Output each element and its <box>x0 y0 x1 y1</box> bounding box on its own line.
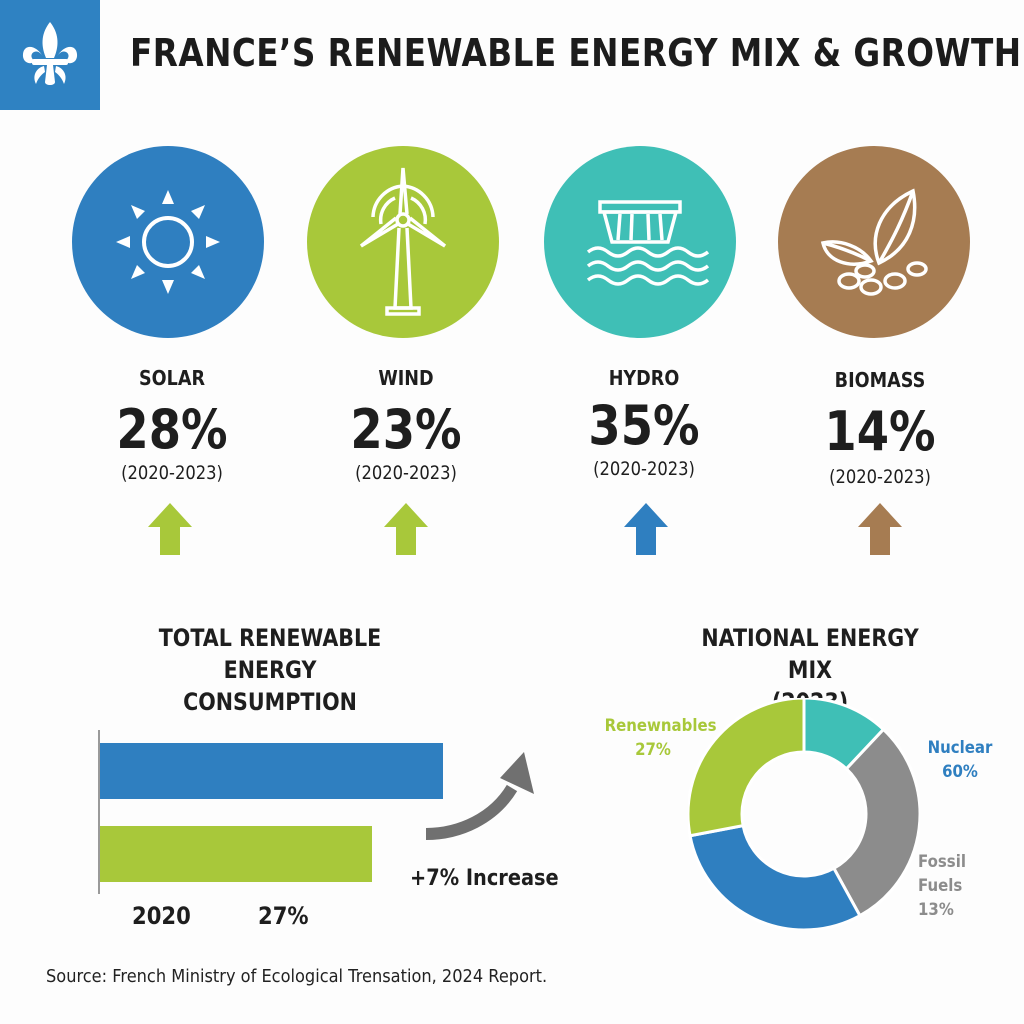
wind-label: WIND <box>378 366 434 390</box>
percent-label: 27% <box>258 902 309 930</box>
hydro-dam-icon <box>586 200 710 286</box>
hydro-value: 35% <box>588 394 700 457</box>
hydro-circle <box>544 146 736 338</box>
wind-value: 23% <box>350 398 462 461</box>
wind-up-arrow-icon <box>384 503 428 555</box>
donut-slice-3 <box>688 698 806 838</box>
energy-mix-donut-chart <box>688 698 920 930</box>
donut-slice-2 <box>688 823 862 930</box>
biomass-circle <box>778 146 970 338</box>
solar-period: (2020-2023) <box>121 462 223 484</box>
fossil-value: 13% <box>918 900 954 920</box>
leaf-icon <box>820 188 928 296</box>
sun-icon <box>116 190 220 294</box>
consumption-title-line2: CONSUMPTION <box>183 688 357 716</box>
solar-circle <box>72 146 264 338</box>
renewables-name: Renewnables <box>604 716 717 736</box>
increase-label: +7% Increase <box>410 866 559 891</box>
biomass-value: 14% <box>824 400 936 463</box>
biomass-up-arrow-icon <box>858 503 902 555</box>
consumption-bar-1 <box>100 826 372 882</box>
mix-title-line1: NATIONAL ENERGY MIX <box>701 624 919 684</box>
bar-axis <box>98 730 100 894</box>
fossil-legend: Fossil Fuels 13% <box>918 850 1010 922</box>
hydro-label: HYDRO <box>608 366 680 390</box>
nuclear-name: Nuclear <box>927 738 993 758</box>
fleur-de-lis-icon <box>22 22 78 85</box>
consumption-title: TOTAL RENEWABLE ENERGY CONSUMPTION <box>115 622 425 718</box>
solar-value: 28% <box>116 398 228 461</box>
curved-arrow-icon <box>425 752 534 840</box>
wind-turbine-icon <box>359 167 447 316</box>
fossil-name: Fossil Fuels <box>918 852 966 896</box>
hydro-up-arrow-icon <box>624 503 668 555</box>
biomass-period: (2020-2023) <box>829 466 931 488</box>
wind-period: (2020-2023) <box>355 462 457 484</box>
wind-circle <box>307 146 499 338</box>
page-title: FRANCE’S RENEWABLE ENERGY MIX & GROWTH <box>130 31 1022 75</box>
logo-box <box>0 0 100 110</box>
consumption-title-line1: TOTAL RENEWABLE ENERGY <box>158 624 382 684</box>
renewables-legend: Renewnables 27% <box>604 714 717 762</box>
nuclear-legend: Nuclear 60% <box>925 736 995 784</box>
consumption-bar-0 <box>100 743 443 799</box>
biomass-label: BIOMASS <box>834 368 926 392</box>
nuclear-value: 60% <box>942 762 978 782</box>
renewables-value: 27% <box>635 740 671 760</box>
source-note: Source: French Ministry of Ecological Tr… <box>46 966 548 987</box>
solar-up-arrow-icon <box>148 503 192 555</box>
year-label: 2020 <box>132 902 191 930</box>
hydro-period: (2020-2023) <box>593 458 695 480</box>
donut-slice-1 <box>831 727 920 918</box>
solar-label: SOLAR <box>138 366 206 390</box>
